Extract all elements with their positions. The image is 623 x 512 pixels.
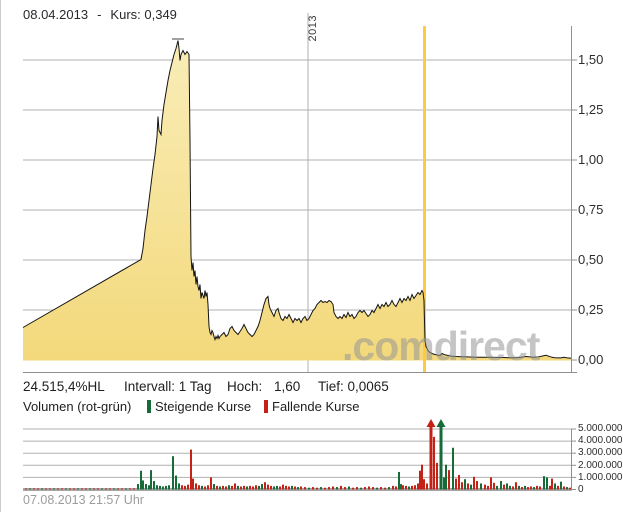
- stat-tief: Tief: 0,0065: [318, 379, 389, 394]
- falling-bar-icon: [264, 400, 268, 413]
- footer-timestamp: 07.08.2013 21:57 Uhr: [23, 493, 144, 507]
- stat-interval: Intervall: 1 Tag: [124, 379, 212, 394]
- selected-kurs: Kurs: 0,349: [110, 7, 177, 22]
- vol-ytick-3m: 3.000.000: [578, 447, 623, 459]
- price-ytick-050: 0,50: [578, 252, 604, 267]
- price-ytick-125: 1,25: [578, 102, 604, 117]
- legend-fallende-label: Fallende Kurse: [272, 399, 360, 414]
- vol-ytick-4m: 4.000.000: [578, 435, 623, 447]
- rising-bar-icon: [147, 400, 151, 413]
- stat-hoch-value: 1,60: [274, 379, 301, 394]
- price-ytick-000: 0,00: [578, 352, 604, 367]
- stat-percent-hl: 24.515,4%HL: [23, 379, 105, 394]
- vol-ytick-1m: 1.000.000: [578, 471, 623, 483]
- header-separator: -: [97, 7, 102, 22]
- x-axis-year-label: 2013: [307, 15, 319, 42]
- legend-steigende-label: Steigende Kurse: [155, 399, 252, 414]
- vol-ytick-0: 0: [578, 483, 584, 495]
- price-ytick-025: 0,25: [578, 302, 604, 317]
- price-ytick-075: 0,75: [578, 202, 604, 217]
- vol-ytick-2m: 2.000.000: [578, 459, 623, 471]
- header-quote-line: 08.04.2013- Kurs: 0,349: [23, 7, 177, 22]
- selected-date: 08.04.2013: [23, 7, 89, 22]
- price-ytick-150: 1,50: [578, 52, 604, 67]
- price-ytick-100: 1,00: [578, 152, 604, 167]
- vol-ytick-5m: 5.000.000: [578, 423, 623, 434]
- stat-hoch-label: Hoch:: [227, 379, 263, 394]
- legend-volumen-label: Volumen (rot-grün): [23, 399, 132, 414]
- comdirect-watermark: .comdirect: [342, 323, 540, 369]
